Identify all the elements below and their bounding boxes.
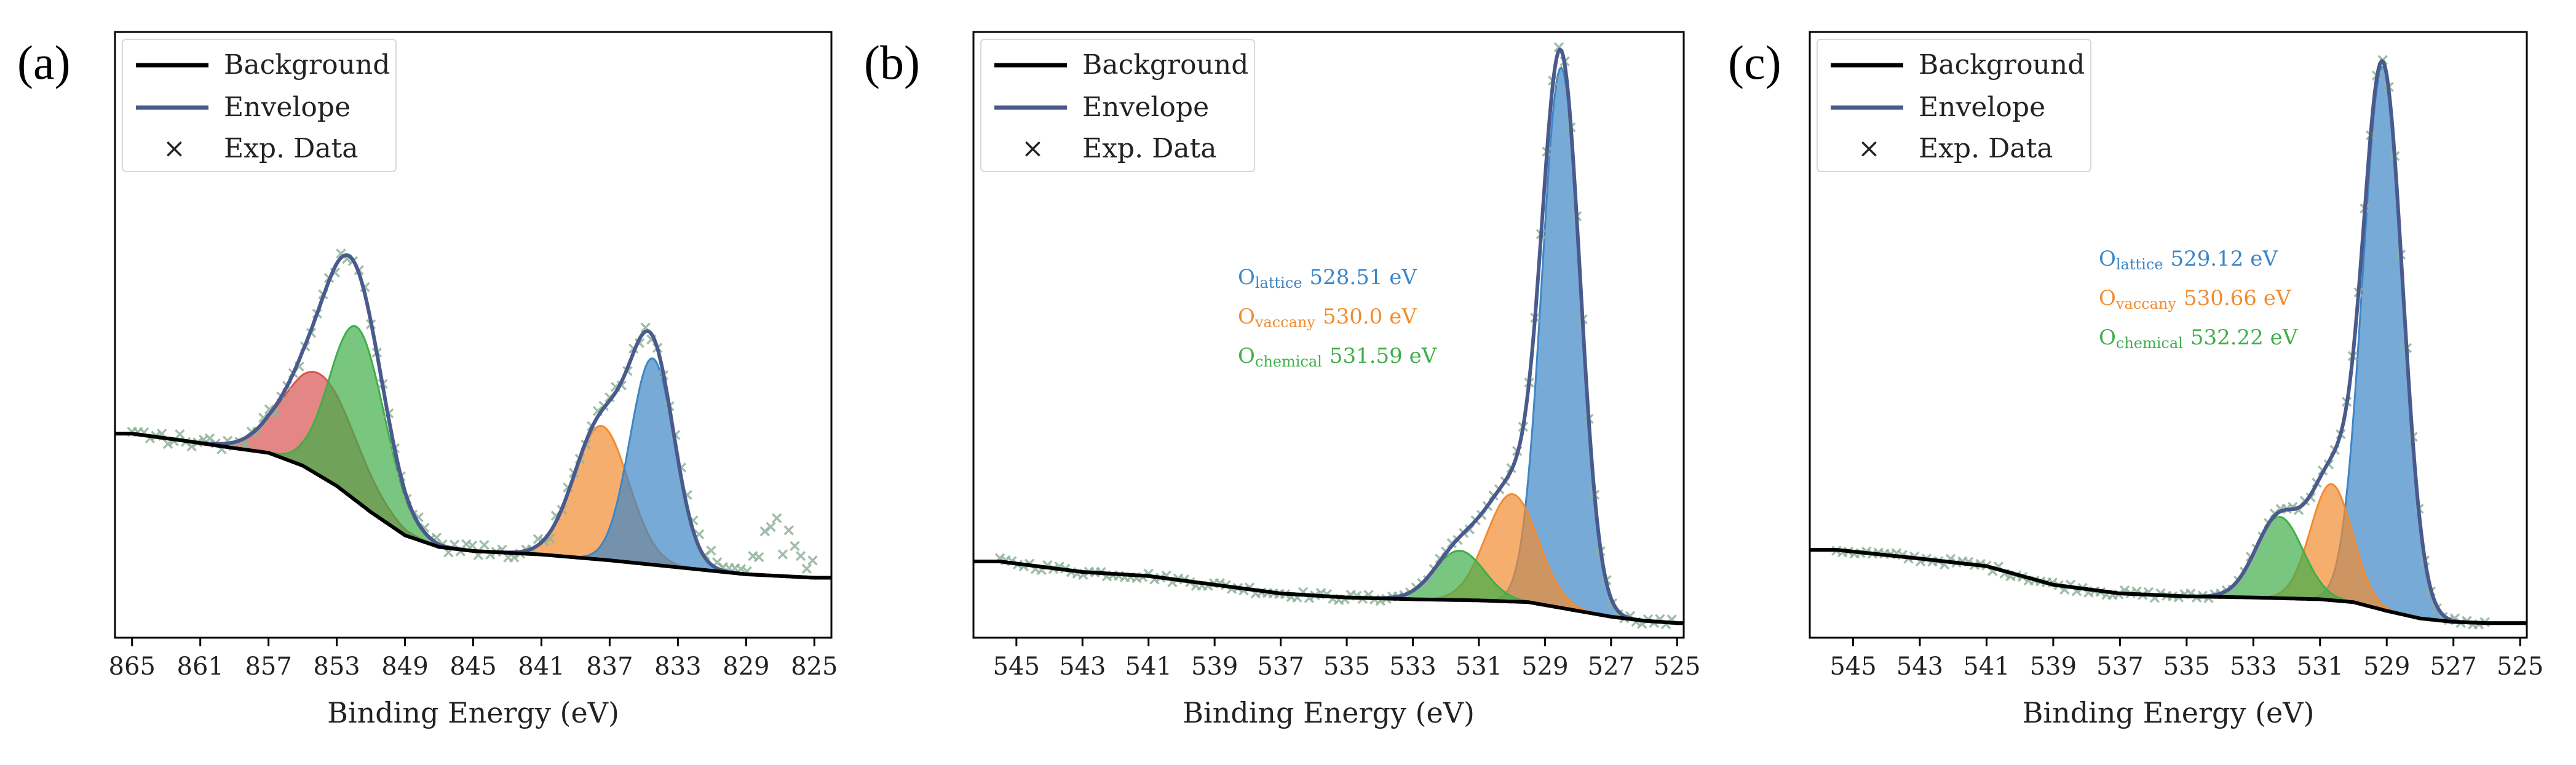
legend-a: Background Envelope × Exp. Data [122,39,397,172]
x-tick-label: 529 [1521,652,1568,681]
annotation-o-lattice-c: Olattice 529.12 eV [2099,247,2278,273]
legend-marker-exp-data-a: × [163,133,186,164]
exp-data-point [1422,575,1433,585]
exp-data-point [240,439,251,450]
x-tick-label: 833 [654,652,701,681]
panel-a: 865 861 857 853 849 845 841 837 833 829 825 Bindin… [109,31,838,729]
peak-annotations-c: Olattice 529.12 eV Ovaccany 530.66 eV Oche… [2099,247,2299,352]
background-line-c [1809,548,2527,625]
x-tick-label: 545 [993,652,1040,681]
exp-data-point [783,525,794,536]
x-tick-label: 531 [2297,652,2344,681]
legend-box-c [1817,39,2091,172]
x-tick-label: 543 [1896,652,1943,681]
x-tick-label: 845 [450,652,496,681]
x-tick-label: 849 [381,652,428,681]
panel-label-a: (a) [17,36,71,89]
exp-data-point [162,438,173,450]
x-tick-label: 861 [177,652,224,681]
plot-frame-c [1809,31,2528,639]
annotation-o-chemical-b: Ochemical 531.59 eV [1238,344,1438,370]
exp-data-point [777,549,788,560]
exp-data-point [790,541,800,552]
panel-b: 545 543 541 539 537 535 533 531 529 527 525 Bindin… [972,31,1700,729]
x-tick-label: 529 [2363,652,2410,681]
x-ticks-c: 545 543 541 539 537 535 533 531 529 527 525 [1829,638,2543,681]
x-tick-label: 541 [1125,652,1172,681]
x-tick-label: 533 [1389,652,1436,681]
exp-data-point [467,540,478,551]
exp-data-point [753,552,764,563]
exp-data-point [706,545,716,556]
x-tick-label: 527 [1588,652,1635,681]
peak-annotations-b: Olattice 528.51 eV Ovaccany 530.0 eV Ochem… [1238,265,1438,370]
exp-data-point [479,539,489,550]
x-axis-label-b: Binding Energy (eV) [1183,696,1475,729]
x-tick-label: 525 [1654,652,1700,681]
x-tick-label: 539 [2030,652,2077,681]
plot-frame-b [972,31,1685,639]
exp-data-point [807,555,818,566]
x-tick-label: 545 [1829,652,1876,681]
exp-data-point [175,429,185,440]
legend-box-b [980,39,1255,172]
exp-data-point [766,521,776,533]
legend-box-a [122,39,397,172]
envelope-line-a [114,253,833,580]
legend-c: Background Envelope × Exp. Data [1817,39,2091,172]
legend-label-exp-data-b: Exp. Data [1082,133,1217,164]
x-tick-label: 829 [723,652,769,681]
panel-c: 545 543 541 539 537 535 533 531 529 527 525 Bindin… [1809,31,2543,729]
x-tick-label: 537 [2096,652,2143,681]
x-tick-label: 527 [2430,652,2477,681]
x-tick-label: 539 [1191,652,1238,681]
x-tick-label: 537 [1257,652,1304,681]
annotation-o-vaccany-c: Ovaccany 530.66 eV [2099,286,2292,312]
legend-label-background-c: Background [1919,49,2085,81]
legend-b: Background Envelope × Exp. Data [980,39,1255,172]
x-tick-label: 535 [1323,652,1370,681]
panel-label-c: (c) [1728,36,1781,89]
legend-label-envelope-b: Envelope [1082,92,1209,123]
x-tick-label: 533 [2230,652,2277,681]
legend-marker-exp-data-c: × [1858,133,1880,164]
legend-label-exp-data-a: Exp. Data [224,133,359,164]
exp-data-a [127,248,818,577]
x-axis-label-a: Binding Energy (eV) [327,696,619,729]
x-tick-label: 543 [1059,652,1106,681]
panel-label-b: (b) [864,36,920,89]
x-axis-label-c: Binding Energy (eV) [2023,696,2315,729]
x-tick-label: 853 [313,652,360,681]
x-tick-label: 825 [791,652,838,681]
exp-data-point [801,563,812,574]
x-tick-label: 535 [2163,652,2210,681]
components-a [202,325,731,574]
exp-data-point [795,550,806,561]
legend-marker-exp-data-b: × [1021,133,1044,164]
background-line-a [114,432,833,580]
x-ticks-b: 545 543 541 539 537 535 533 531 529 527 525 [993,638,1700,681]
legend-label-exp-data-c: Exp. Data [1919,133,2053,164]
x-ticks-a: 865 861 857 853 849 845 841 837 833 829 825 [109,638,838,681]
x-tick-label: 857 [245,652,291,681]
annotation-o-lattice-b: Olattice 528.51 eV [1238,265,1417,291]
x-tick-label: 865 [109,652,156,681]
annotation-o-chemical-c: Ochemical 532.22 eV [2099,325,2299,352]
annotation-o-vaccany-b: Ovaccany 530.0 eV [1238,304,1417,331]
x-tick-label: 837 [586,652,633,681]
background-line-b [973,560,1684,625]
x-tick-label: 841 [518,652,565,681]
legend-label-envelope-c: Envelope [1919,92,2045,123]
x-tick-label: 531 [1456,652,1502,681]
legend-label-background-a: Background [224,49,390,81]
x-tick-label: 541 [1963,652,2010,681]
exp-data-point [771,513,782,523]
legend-label-envelope-a: Envelope [224,92,351,123]
x-tick-label: 525 [2497,652,2543,681]
legend-label-background-b: Background [1082,49,1248,81]
